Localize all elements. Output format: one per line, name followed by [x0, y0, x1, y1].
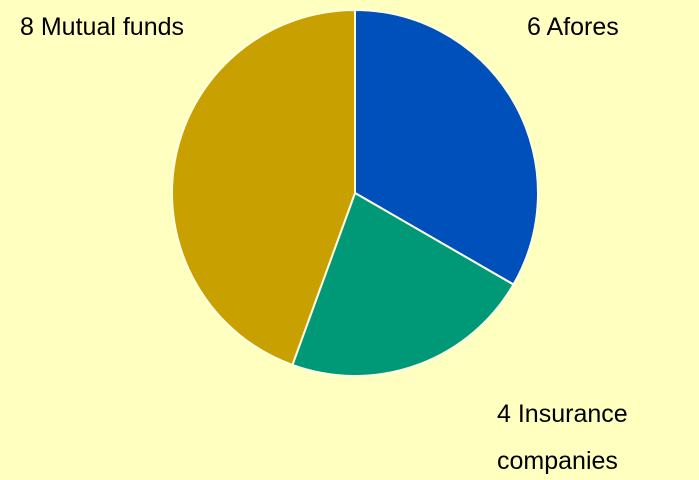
pie-slice: [291, 191, 515, 377]
pie-slice: [354, 8, 539, 286]
category-label: Afores: [546, 13, 619, 41]
slice-label: 4 Insurance companies: [497, 391, 692, 480]
value-label: 6: [527, 13, 541, 41]
category-label: Insurance companies: [497, 400, 628, 475]
slice-label: 8 Mutual funds: [20, 4, 280, 51]
value-label: 8: [20, 13, 34, 41]
value-label: 4: [497, 400, 511, 428]
category-label: Mutual funds: [40, 13, 184, 41]
pie-slice: [171, 8, 356, 367]
slice-label: 6 Afores: [527, 4, 697, 51]
